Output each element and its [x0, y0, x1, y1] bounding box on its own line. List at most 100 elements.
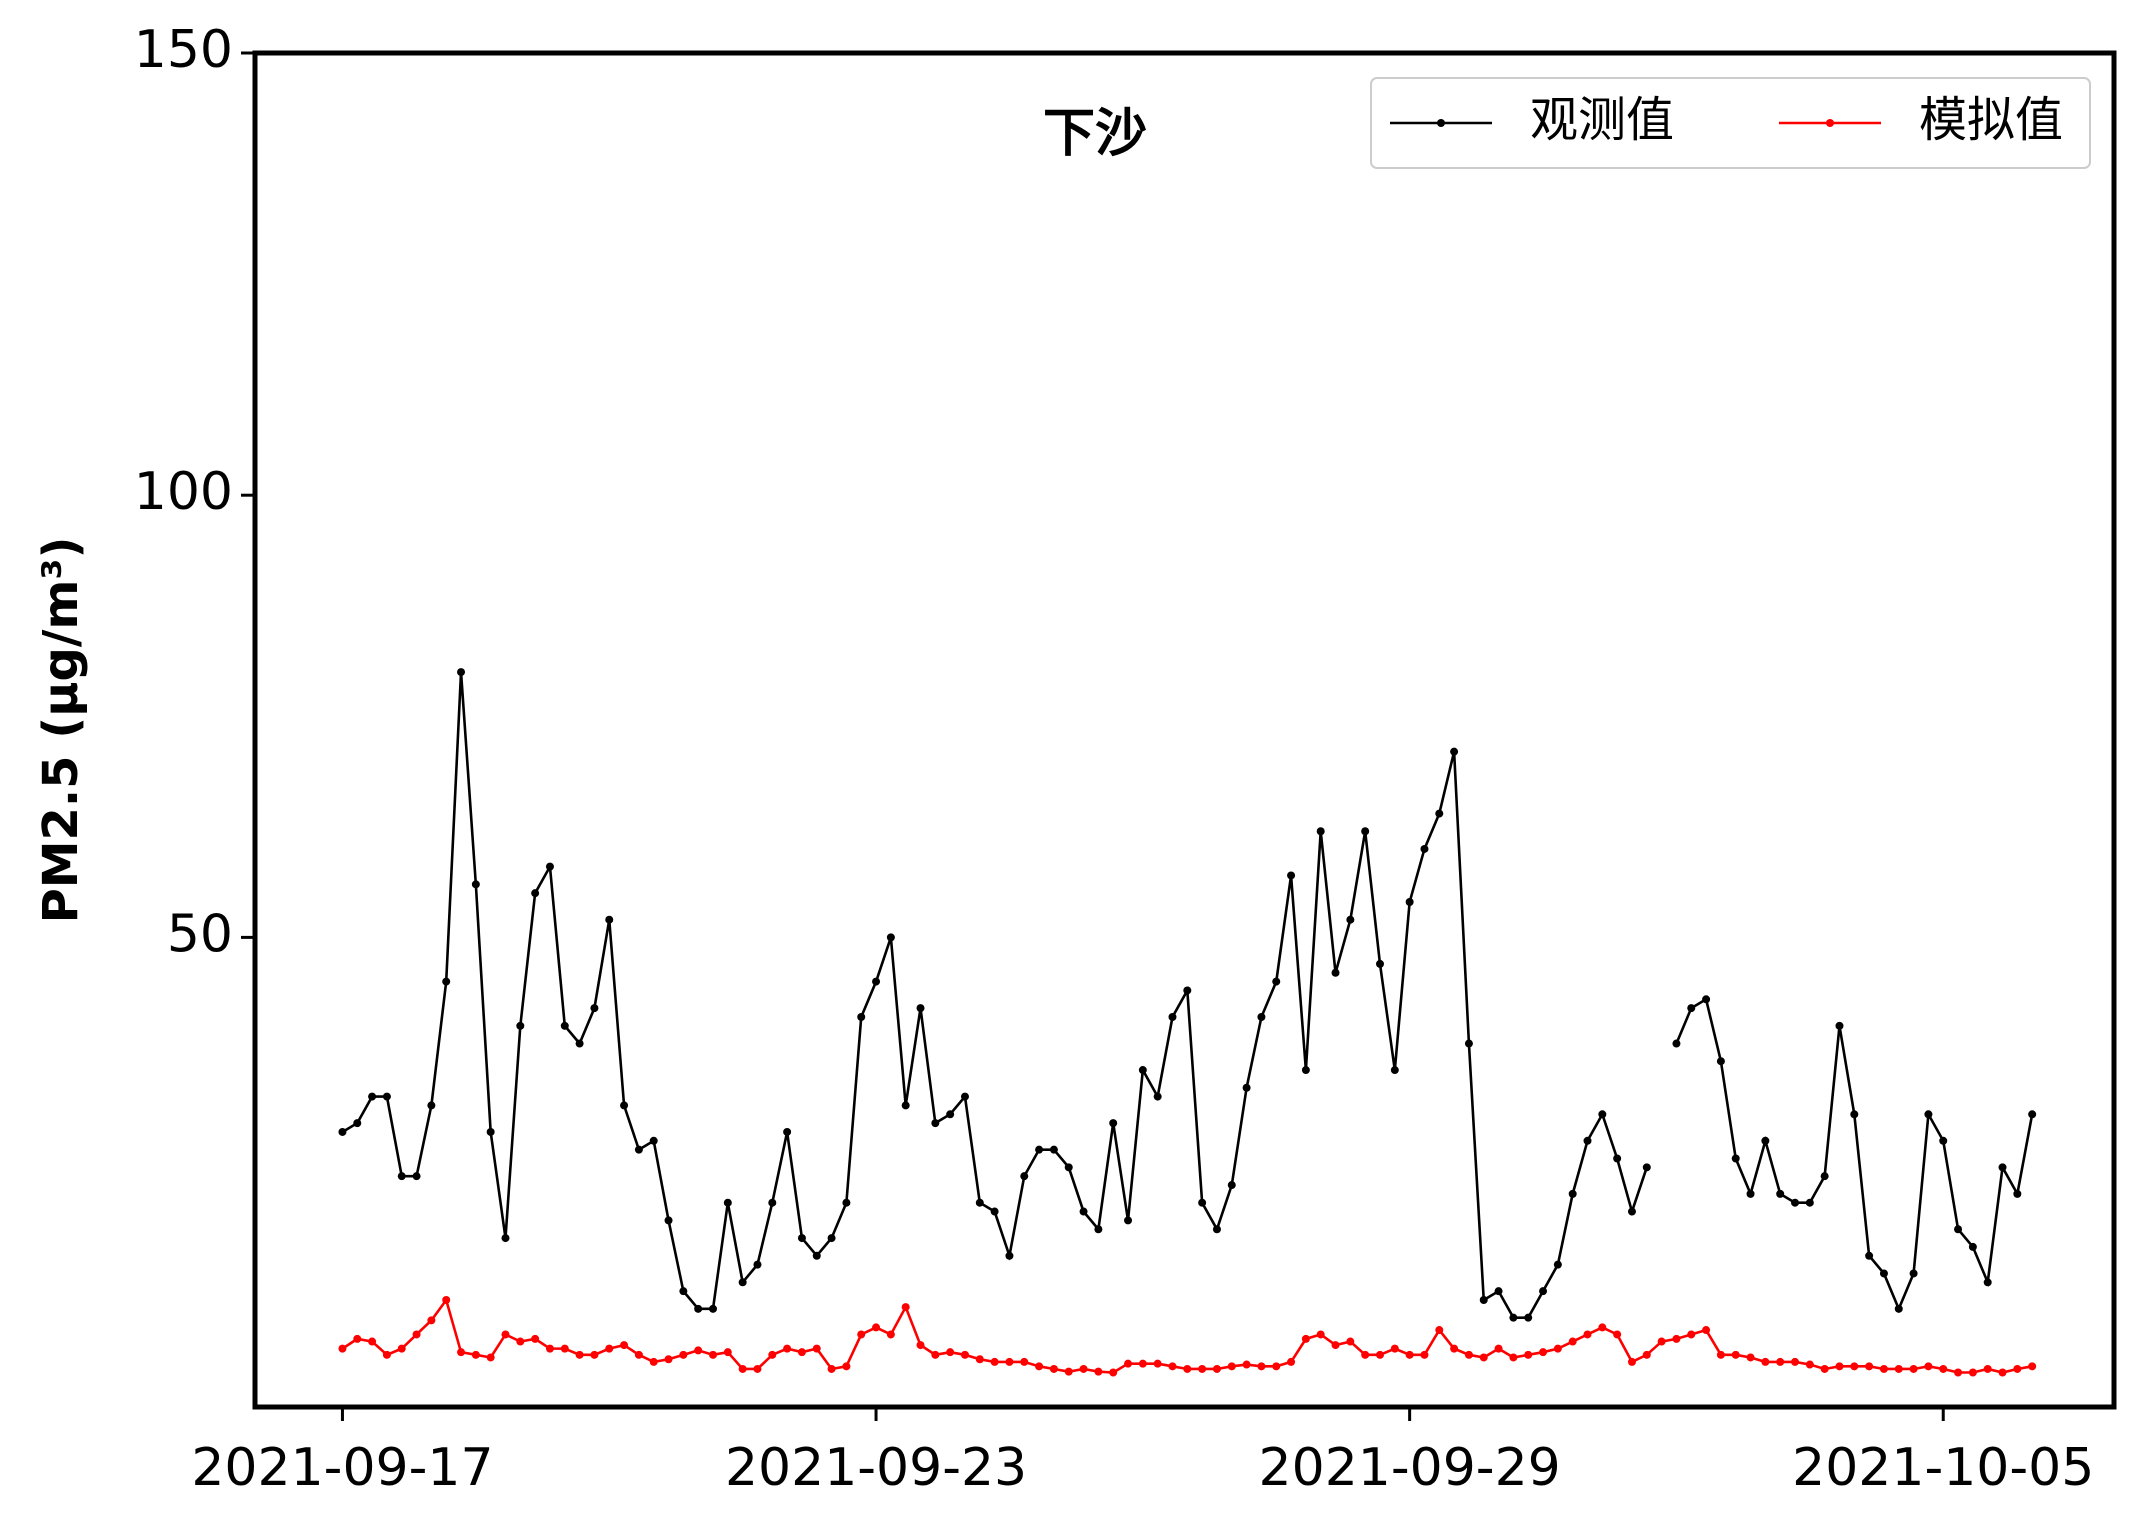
data-point	[709, 1304, 718, 1313]
data-point	[679, 1287, 688, 1296]
data-point	[501, 1234, 510, 1243]
data-point	[1375, 959, 1384, 968]
data-point	[1301, 1334, 1310, 1343]
data-point	[1064, 1367, 1073, 1376]
data-point	[338, 1127, 347, 1136]
data-point	[1227, 1362, 1236, 1371]
data-point	[1035, 1362, 1044, 1371]
data-point	[605, 1344, 614, 1353]
data-point	[797, 1234, 806, 1243]
data-point	[1539, 1287, 1548, 1296]
data-point	[1331, 1341, 1340, 1350]
data-point	[1716, 1350, 1725, 1359]
data-point	[457, 668, 466, 677]
data-point	[872, 977, 881, 986]
data-point	[664, 1355, 673, 1364]
data-point	[1301, 1066, 1310, 1075]
data-point	[1879, 1364, 1888, 1373]
x-tick-label: 2021-09-23	[725, 1438, 1027, 1498]
data-point	[1850, 1362, 1859, 1371]
data-point	[812, 1344, 821, 1353]
data-point	[694, 1304, 703, 1313]
data-point	[1865, 1362, 1874, 1371]
data-point	[560, 1344, 569, 1353]
data-point	[723, 1348, 732, 1357]
data-point	[1909, 1269, 1918, 1278]
data-point	[649, 1357, 658, 1366]
data-point	[590, 1004, 599, 1013]
data-point	[382, 1092, 391, 1101]
data-point	[620, 1101, 629, 1110]
data-point	[1894, 1364, 1903, 1373]
data-point	[501, 1330, 510, 1339]
data-point	[1049, 1145, 1058, 1154]
data-point	[664, 1216, 673, 1225]
data-point	[872, 1323, 881, 1332]
data-point	[1539, 1348, 1548, 1357]
data-point	[605, 915, 614, 924]
data-point	[1479, 1295, 1488, 1304]
data-point	[1079, 1364, 1088, 1373]
data-point	[1153, 1092, 1162, 1101]
data-point	[768, 1350, 777, 1359]
data-point	[1879, 1269, 1888, 1278]
data-point	[1375, 1350, 1384, 1359]
data-point	[1835, 1362, 1844, 1371]
x-tick-label: 2021-09-29	[1259, 1438, 1561, 1498]
data-point	[709, 1350, 718, 1359]
data-point	[1627, 1357, 1636, 1366]
data-point	[412, 1330, 421, 1339]
data-point	[1272, 1362, 1281, 1371]
data-point	[901, 1101, 910, 1110]
data-point	[575, 1039, 584, 1048]
data-point	[1257, 1362, 1266, 1371]
data-point	[442, 977, 451, 986]
data-point	[1583, 1136, 1592, 1145]
data-point	[738, 1364, 747, 1373]
data-point	[679, 1350, 688, 1359]
data-point	[1346, 915, 1355, 924]
data-point	[1212, 1364, 1221, 1373]
data-point	[1731, 1350, 1740, 1359]
data-point	[1939, 1364, 1948, 1373]
data-point	[753, 1364, 762, 1373]
data-point	[694, 1346, 703, 1355]
data-point	[1598, 1110, 1607, 1119]
data-point	[1346, 1337, 1355, 1346]
data-point	[1968, 1242, 1977, 1251]
data-point	[516, 1337, 525, 1346]
data-point	[886, 933, 895, 942]
data-point	[1124, 1359, 1133, 1368]
data-point	[1702, 1326, 1711, 1335]
data-point	[1464, 1350, 1473, 1359]
plot-frame	[252, 50, 2117, 1410]
data-point	[1405, 898, 1414, 907]
data-point	[1198, 1364, 1207, 1373]
data-point	[1524, 1313, 1533, 1322]
data-point	[768, 1198, 777, 1207]
data-point	[368, 1337, 377, 1346]
data-point	[1983, 1364, 1992, 1373]
data-point	[827, 1234, 836, 1243]
legend-marker	[1826, 119, 1834, 127]
data-point	[1168, 1012, 1177, 1021]
data-point	[412, 1172, 421, 1181]
data-point	[783, 1127, 792, 1136]
data-point	[531, 1334, 540, 1343]
data-point	[1776, 1189, 1785, 1198]
data-point	[1924, 1362, 1933, 1371]
data-point	[1805, 1360, 1814, 1369]
data-point	[1746, 1189, 1755, 1198]
data-point	[1983, 1278, 1992, 1287]
data-point	[1094, 1367, 1103, 1376]
data-point	[486, 1127, 495, 1136]
data-point	[1820, 1172, 1829, 1181]
data-point	[649, 1136, 658, 1145]
data-point	[634, 1145, 643, 1154]
data-point	[975, 1198, 984, 1207]
data-point	[886, 1330, 895, 1339]
data-point	[1642, 1163, 1651, 1172]
data-point	[1138, 1359, 1147, 1368]
data-point	[1183, 986, 1192, 995]
